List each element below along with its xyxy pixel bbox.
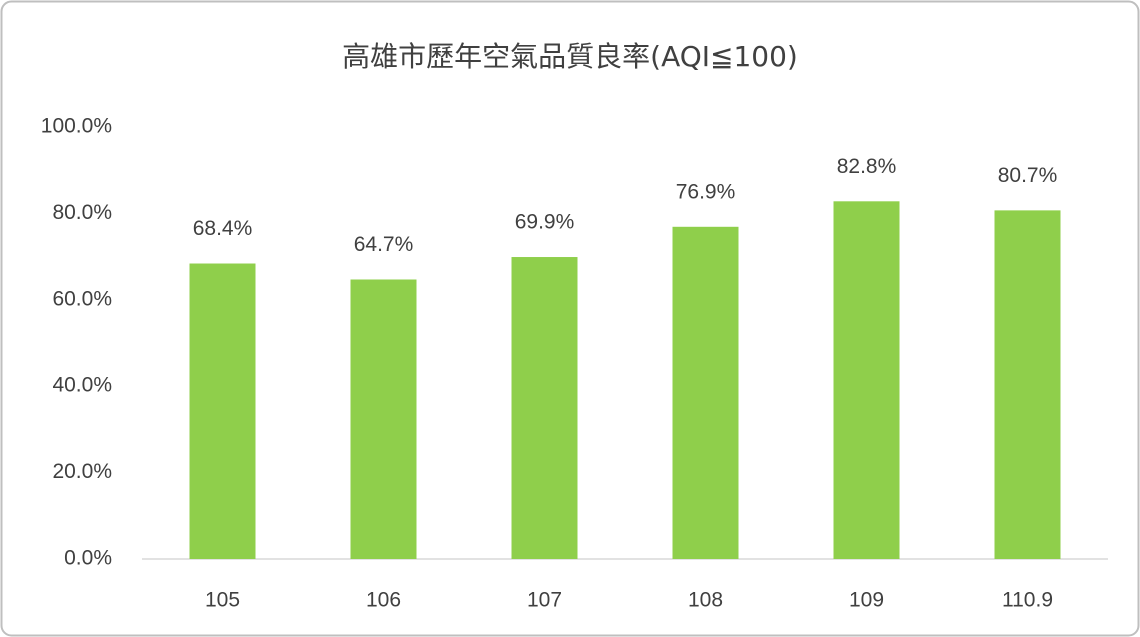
y-tick-label: 60.0% — [52, 287, 112, 310]
y-tick-label: 100.0% — [41, 115, 112, 138]
bar — [511, 257, 578, 559]
x-tick-label: 107 — [527, 589, 562, 612]
data-label: 68.4% — [193, 217, 253, 240]
x-tick-label: 106 — [366, 589, 401, 612]
data-label: 82.8% — [837, 155, 897, 178]
y-tick-label: 20.0% — [52, 460, 112, 483]
x-tick-label: 110.9 — [1002, 589, 1053, 612]
x-tick-label: 105 — [205, 589, 240, 612]
bar — [833, 201, 900, 559]
bar — [672, 226, 739, 560]
data-label: 69.9% — [515, 211, 575, 234]
data-label: 80.7% — [998, 164, 1058, 187]
bar — [350, 279, 417, 559]
data-label: 76.9% — [676, 180, 736, 203]
data-label: 64.7% — [354, 233, 414, 256]
bar — [189, 263, 256, 559]
bar — [994, 210, 1061, 559]
y-tick-label: 80.0% — [52, 201, 112, 224]
y-tick-label: 40.0% — [52, 374, 112, 397]
chart-title: 高雄市歷年空氣品質良率(AQI≦100) — [342, 40, 798, 73]
x-tick-label: 109 — [849, 589, 884, 612]
y-tick-label: 0.0% — [64, 547, 112, 570]
x-tick-label: 108 — [688, 589, 723, 612]
